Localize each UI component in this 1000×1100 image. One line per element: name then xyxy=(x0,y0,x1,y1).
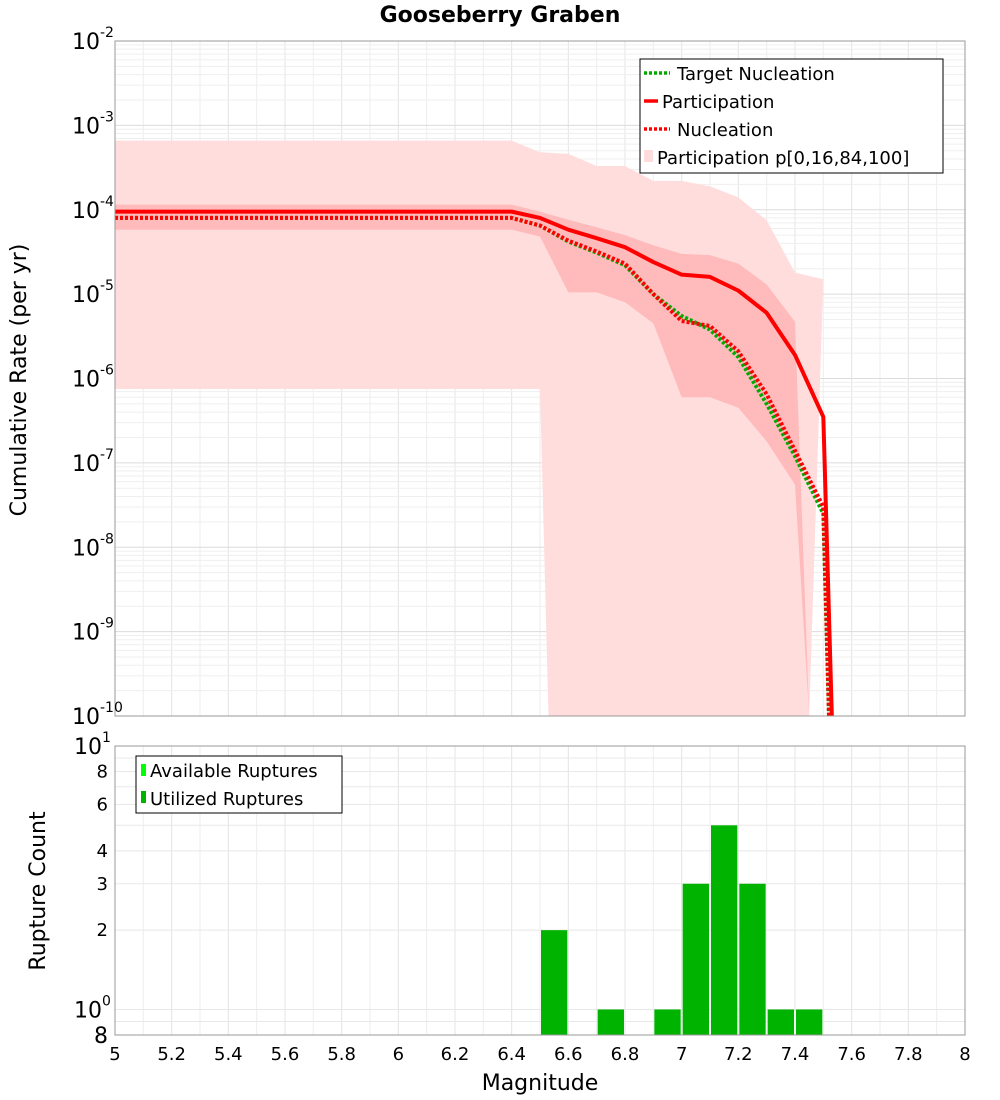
bar-utilized-ruptures xyxy=(597,1009,624,1035)
x-tick-label: 7.2 xyxy=(724,1044,753,1065)
x-tick-label: 7 xyxy=(676,1044,687,1065)
top-plot-frame xyxy=(114,40,966,717)
series-line-nucleation xyxy=(115,215,831,717)
legend-label-participation: Participation xyxy=(662,92,774,113)
legend-swatch-participation-band xyxy=(644,150,653,162)
top-y-tick-label: 10-7 xyxy=(72,447,114,477)
bottom-y-tick-label: 8 xyxy=(97,762,108,783)
top-legend: Target Nucleation Participation Nucleati… xyxy=(639,58,944,174)
bottom-x-ticks: 5 5.2 5.4 5.6 5.8 6 6.2 6.4 6.6 6.8 7 7.2 7.4 7.6 7.8 8 xyxy=(109,1044,970,1065)
bar-utilized-ruptures xyxy=(767,1009,794,1035)
x-tick-label: 7.4 xyxy=(781,1044,810,1065)
x-tick-label: 5 xyxy=(109,1044,120,1065)
bar-utilized-ruptures xyxy=(541,930,568,1035)
bar-utilized-ruptures xyxy=(739,883,766,1035)
bottom-y-tick-label: 2 xyxy=(97,920,108,941)
bottom-y-tick-label: 101 xyxy=(74,730,111,760)
top-y-tick-label: 10-5 xyxy=(72,278,114,308)
top-y-tick-label: 10-3 xyxy=(72,109,114,139)
bottom-y-tick-label: 8 xyxy=(94,1024,108,1049)
x-tick-label: 5.8 xyxy=(327,1044,356,1065)
bar-utilized-ruptures xyxy=(796,1009,823,1035)
legend-label-utilized-ruptures: Utilized Ruptures xyxy=(150,789,303,810)
top-series-lines xyxy=(115,209,834,717)
x-tick-label: 6.2 xyxy=(441,1044,470,1065)
bar-utilized-ruptures xyxy=(654,1009,681,1035)
top-y-axis-label: Cumulative Rate (per yr) xyxy=(7,244,32,517)
bottom-y-axis-label: Rupture Count xyxy=(26,811,51,971)
bar-utilized-ruptures xyxy=(682,883,709,1035)
top-y-tick-label: 10-8 xyxy=(72,531,114,561)
top-y-tick-label: 10-4 xyxy=(72,194,114,224)
bottom-y-tick-label: 6 xyxy=(97,794,108,815)
bottom-legend: Available Ruptures Utilized Ruptures xyxy=(135,755,343,814)
x-tick-label: 8 xyxy=(959,1044,970,1065)
x-tick-label: 6.8 xyxy=(611,1044,640,1065)
top-y-tick-label: 10-10 xyxy=(72,700,123,730)
participation-band xyxy=(115,140,824,717)
x-tick-label: 7.6 xyxy=(837,1044,866,1065)
bottom-y-tick-label: 100 xyxy=(74,993,111,1023)
legend-label-available-ruptures: Available Ruptures xyxy=(150,761,318,782)
x-tick-label: 6.6 xyxy=(554,1044,583,1065)
bottom-y-tick-label: 4 xyxy=(97,841,108,862)
x-tick-label: 6 xyxy=(393,1044,404,1065)
bottom-bars xyxy=(541,825,823,1035)
top-y-tick-label: 10-2 xyxy=(72,25,114,55)
legend-label-target-nucleation: Target Nucleation xyxy=(676,64,835,85)
top-y-ticks: 10-10 10-9 10-8 10-7 10-6 10-5 10-4 10-3 10-2 xyxy=(72,25,123,730)
x-tick-label: 6.4 xyxy=(497,1044,526,1065)
top-y-tick-label: 10-6 xyxy=(72,363,114,393)
legend-label-nucleation: Nucleation xyxy=(677,120,773,141)
x-tick-label: 5.2 xyxy=(157,1044,186,1065)
bottom-y-tick-label: 3 xyxy=(97,874,108,895)
legend-swatch-utilized-ruptures xyxy=(141,791,146,803)
bottom-plot-frame xyxy=(114,745,966,1036)
x-tick-label: 5.4 xyxy=(214,1044,243,1065)
chart-title: Gooseberry Graben xyxy=(380,3,621,28)
legend-label-participation-band: Participation p[0,16,84,100] xyxy=(657,148,909,169)
x-tick-label: 7.8 xyxy=(894,1044,923,1065)
series-line-participation xyxy=(115,209,834,717)
x-tick-label: 5.6 xyxy=(271,1044,300,1065)
top-y-tick-label: 10-9 xyxy=(72,616,114,646)
x-axis-label: Magnitude xyxy=(482,1071,599,1096)
bar-utilized-ruptures xyxy=(711,825,738,1035)
legend-swatch-available-ruptures xyxy=(141,764,146,776)
